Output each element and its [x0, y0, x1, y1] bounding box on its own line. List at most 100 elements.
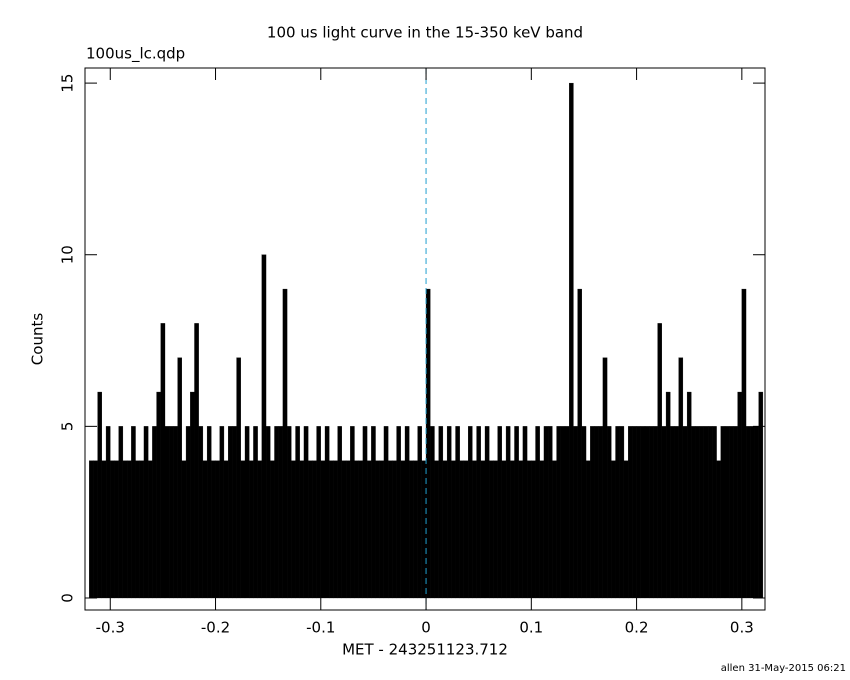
bar: [674, 426, 679, 599]
bar: [640, 426, 646, 599]
y-tick-label: 15: [59, 74, 77, 93]
chart-subtitle: 100us_lc.qdp: [86, 45, 185, 64]
bar: [497, 426, 502, 599]
bar: [223, 460, 229, 599]
bar: [358, 460, 364, 599]
bar: [564, 426, 570, 599]
x-tick-label: -0.3: [96, 619, 125, 637]
bar: [152, 426, 157, 599]
bar: [114, 460, 119, 599]
bar: [219, 426, 225, 599]
bar: [156, 391, 161, 599]
y-axis-label: Counts: [29, 313, 47, 366]
bar: [228, 426, 233, 599]
bar: [282, 288, 288, 599]
bar: [312, 460, 317, 599]
x-tick-label: 0.2: [625, 619, 649, 637]
bar: [602, 357, 608, 599]
bar: [278, 426, 284, 599]
bar: [716, 460, 721, 599]
bar: [181, 460, 187, 599]
bar: [190, 391, 195, 599]
x-axis-label: MET - 243251123.712: [342, 641, 508, 659]
bar: [737, 391, 742, 599]
bar: [670, 426, 675, 599]
bar: [446, 426, 452, 599]
bar: [438, 426, 444, 599]
bar: [442, 460, 448, 599]
x-tick-label: 0: [421, 619, 431, 637]
bar: [484, 426, 490, 599]
bar: [644, 426, 650, 599]
bar: [678, 357, 684, 599]
bar: [665, 391, 671, 599]
bar: [249, 460, 254, 599]
bar: [425, 288, 431, 599]
bar: [510, 460, 515, 599]
bar: [434, 460, 439, 599]
bar: [164, 426, 170, 599]
bar: [177, 357, 182, 599]
bar: [240, 460, 246, 599]
bar: [362, 426, 368, 599]
bar: [548, 426, 553, 599]
bar: [632, 426, 637, 599]
bar: [89, 460, 94, 599]
x-tick-label: -0.1: [306, 619, 335, 637]
bar: [215, 460, 220, 599]
bar: [493, 460, 498, 599]
bar: [594, 426, 599, 599]
bar: [324, 426, 330, 599]
bar: [476, 426, 481, 599]
bar: [345, 460, 351, 599]
bar: [206, 426, 212, 599]
bar: [139, 460, 145, 599]
bar: [501, 460, 507, 599]
bar: [126, 460, 132, 599]
bar: [244, 426, 250, 599]
bar: [185, 426, 191, 599]
bar: [606, 426, 612, 599]
bar: [699, 426, 705, 599]
bar: [366, 460, 372, 599]
bar: [695, 426, 700, 599]
bar: [628, 426, 633, 599]
bar: [299, 460, 305, 599]
bar: [93, 460, 98, 599]
bar: [291, 460, 296, 599]
bar: [350, 426, 355, 599]
bar: [118, 426, 124, 599]
bar: [409, 460, 414, 599]
bar: [143, 426, 149, 599]
bar: [375, 460, 380, 599]
bar: [421, 460, 427, 599]
bar: [455, 426, 460, 599]
bar: [261, 254, 267, 599]
bar: [198, 426, 204, 599]
bar: [320, 460, 326, 599]
bar: [257, 460, 262, 599]
bar: [514, 426, 519, 599]
bar: [489, 460, 494, 599]
bar: [303, 426, 309, 599]
bar: [686, 391, 692, 599]
bar: [657, 323, 662, 599]
bar: [615, 426, 620, 599]
bar: [472, 460, 477, 599]
bar: [333, 460, 338, 599]
bar: [101, 460, 107, 599]
bar: [590, 426, 595, 599]
bar: [354, 460, 359, 599]
bar: [729, 426, 734, 599]
bar: [539, 460, 545, 599]
bar: [232, 426, 237, 599]
bar: [110, 460, 115, 599]
bar: [173, 426, 178, 599]
bar: [585, 460, 591, 599]
bar: [649, 426, 654, 599]
y-tick-label: 10: [59, 245, 77, 264]
bar: [194, 323, 199, 599]
footer: allen 31-May-2015 06:21: [721, 663, 846, 674]
bar: [430, 426, 435, 599]
bar: [396, 426, 401, 599]
